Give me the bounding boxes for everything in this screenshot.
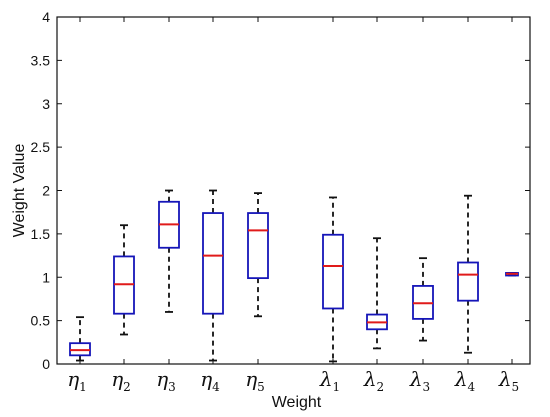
category-symbol: λ bbox=[363, 367, 377, 391]
category-subscript: 2 bbox=[377, 380, 385, 394]
category-subscript: 3 bbox=[423, 380, 431, 394]
x-tick-label: η2 bbox=[111, 367, 131, 394]
y-tick-label: 3 bbox=[42, 96, 50, 112]
y-tick-label: 1 bbox=[42, 269, 50, 285]
x-tick-label: λ4 bbox=[454, 367, 476, 394]
x-tick-label: η1 bbox=[67, 367, 87, 394]
category-subscript: 1 bbox=[79, 380, 87, 394]
y-tick-label: 1.5 bbox=[31, 226, 51, 242]
x-tick-label: λ3 bbox=[409, 367, 430, 394]
x-tick-label: λ2 bbox=[363, 367, 384, 394]
plot-frame bbox=[56, 16, 531, 365]
x-tick-label: η4 bbox=[200, 367, 220, 394]
y-tick-label: 0.5 bbox=[31, 313, 51, 329]
chart-marks bbox=[69, 189, 519, 363]
x-axis: η1 η2 η3 η4 η5 λ1 λ2 λ3 λ4 λ5 bbox=[67, 17, 519, 394]
category-symbol: η bbox=[156, 367, 168, 391]
y-axis: 0 0.5 1 1.5 2 2.5 3 3.5 4 bbox=[31, 9, 530, 372]
category-symbol: λ bbox=[409, 367, 423, 391]
category-symbol: λ bbox=[498, 367, 512, 391]
box-eta-2 bbox=[113, 224, 135, 336]
box-lambda-2 bbox=[366, 237, 388, 350]
x-axis-label: Weight bbox=[272, 394, 322, 411]
box-iqr bbox=[202, 212, 224, 315]
box-lambda-4 bbox=[457, 194, 479, 354]
box-lambda-5 bbox=[505, 272, 519, 277]
y-tick-label: 3.5 bbox=[31, 52, 51, 68]
x-tick-label: λ5 bbox=[498, 367, 519, 394]
x-tick-label: η5 bbox=[245, 367, 265, 394]
category-subscript: 4 bbox=[468, 380, 476, 394]
box-iqr bbox=[457, 261, 479, 302]
category-symbol: η bbox=[111, 367, 123, 391]
box-eta-5 bbox=[247, 192, 269, 318]
y-axis-label: Weight Value bbox=[11, 144, 28, 238]
x-tick-label: η3 bbox=[156, 367, 176, 394]
y-tick-label: 2 bbox=[42, 183, 50, 199]
category-subscript: 3 bbox=[168, 380, 176, 394]
category-symbol: λ bbox=[319, 367, 333, 391]
box-eta-1 bbox=[69, 316, 91, 362]
box-iqr bbox=[322, 233, 344, 310]
y-tick-label: 4 bbox=[42, 9, 50, 25]
box-iqr bbox=[247, 212, 269, 280]
category-symbol: η bbox=[67, 367, 79, 391]
category-subscript: 1 bbox=[333, 380, 341, 394]
category-subscript: 2 bbox=[123, 380, 131, 394]
box-eta-4 bbox=[202, 189, 224, 362]
box-eta-3 bbox=[158, 189, 180, 313]
category-subscript: 4 bbox=[212, 380, 220, 394]
category-symbol: λ bbox=[454, 367, 468, 391]
y-tick-label: 2.5 bbox=[31, 139, 51, 155]
category-symbol: η bbox=[245, 367, 257, 391]
box-lambda-1 bbox=[322, 196, 344, 363]
x-tick-label: λ1 bbox=[319, 367, 340, 394]
box-lambda-3 bbox=[412, 257, 434, 342]
y-tick-label: 0 bbox=[42, 356, 50, 372]
category-subscript: 5 bbox=[512, 380, 520, 394]
category-subscript: 5 bbox=[257, 380, 265, 394]
category-symbol: η bbox=[200, 367, 212, 391]
